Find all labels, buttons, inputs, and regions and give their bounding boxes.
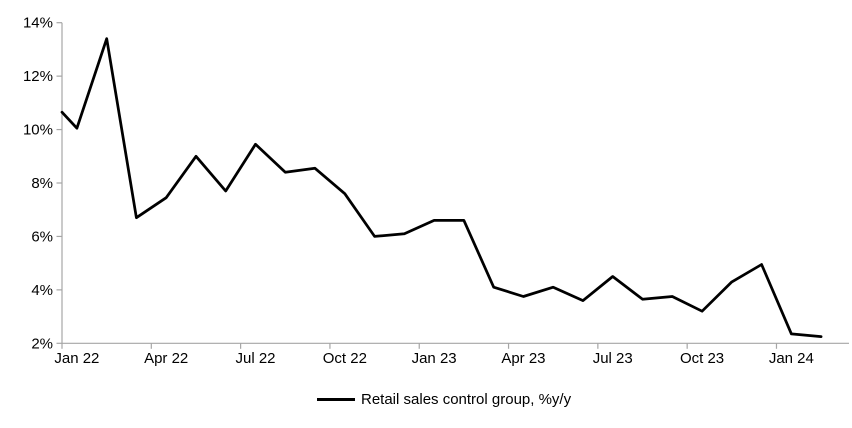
legend-line-swatch [317,398,355,401]
y-tick-label: 2% [31,335,53,352]
y-tick-label: 12% [23,68,53,85]
y-tick-label: 10% [23,122,53,139]
x-tick-label: Jul 22 [235,350,275,367]
x-tick-label: Oct 23 [680,350,724,367]
y-tick-label: 14% [23,15,53,32]
x-tick-label: Jul 23 [593,350,633,367]
y-tick-label: 4% [31,282,53,299]
legend-label: Retail sales control group, %y/y [361,391,572,408]
x-tick-label: Jan 24 [769,350,814,367]
x-tick-label: Apr 22 [144,350,188,367]
y-tick-label: 8% [31,175,53,192]
x-tick-label: Jan 22 [54,350,99,367]
data-line-retail-sales-control-group [60,37,823,338]
legend: Retail sales control group, %y/y [317,391,571,408]
x-tick-label: Oct 22 [323,350,367,367]
x-tick-label: Apr 23 [501,350,545,367]
x-tick-label: Jan 23 [412,350,457,367]
y-tick-label: 6% [31,228,53,245]
